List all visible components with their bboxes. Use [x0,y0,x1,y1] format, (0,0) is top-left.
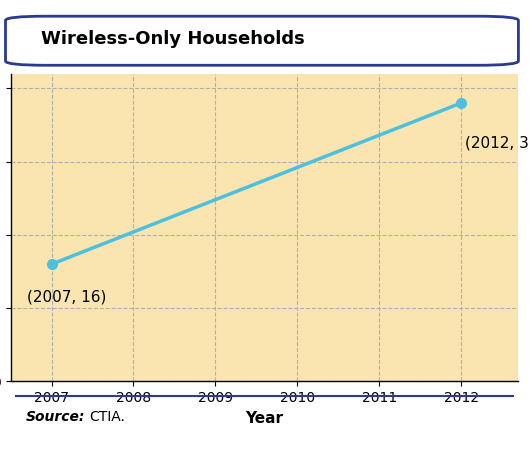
X-axis label: Year: Year [245,411,284,426]
Text: Wireless-Only Households: Wireless-Only Households [41,30,305,48]
Text: (2007, 16): (2007, 16) [27,290,106,305]
FancyBboxPatch shape [5,16,518,65]
Text: (2012, 38): (2012, 38) [465,136,529,151]
Text: CTIA.: CTIA. [89,410,125,424]
Text: Source:: Source: [26,410,85,424]
